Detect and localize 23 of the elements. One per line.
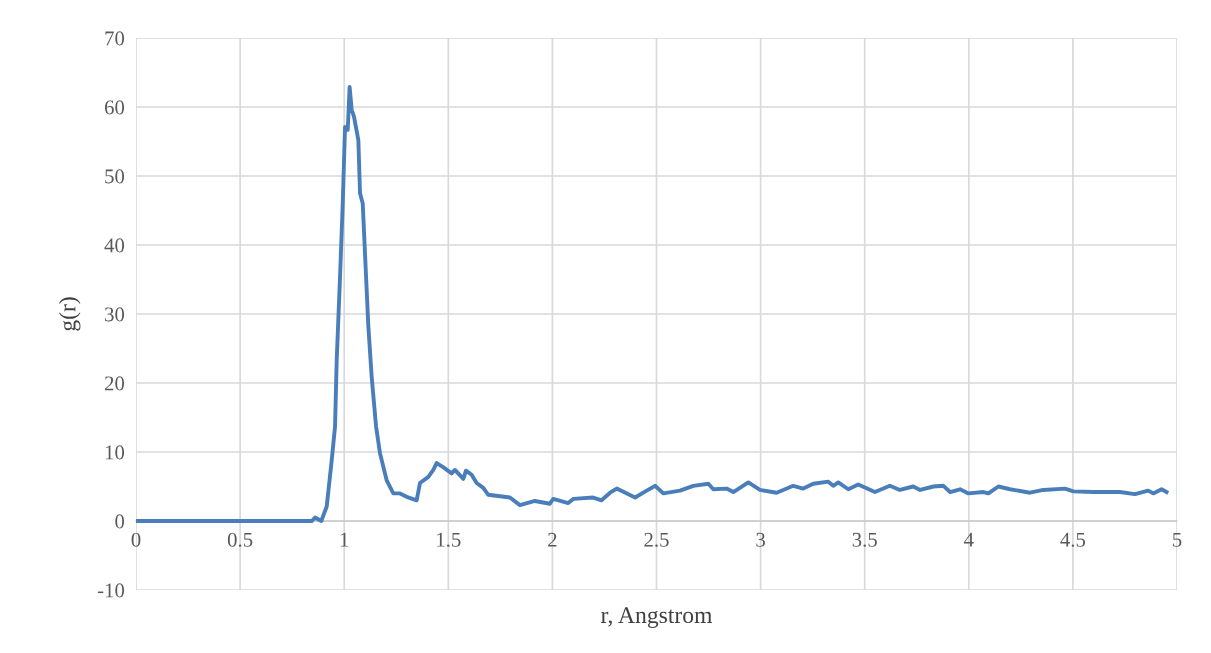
y-tick-label: 20 <box>104 376 125 391</box>
x-tick-label: 2.5 <box>644 532 669 547</box>
y-tick-label: 60 <box>104 100 125 115</box>
y-axis-title: g(r) <box>58 297 81 331</box>
y-tick-label: 70 <box>105 31 125 46</box>
y-tick-label: 50 <box>105 169 125 184</box>
y-tick-label: 0 <box>115 514 125 529</box>
x-tick-label: 2 <box>548 532 557 547</box>
y-tick-label: -10 <box>97 583 125 598</box>
y-tick-label: 10 <box>105 445 125 460</box>
x-tick-label: 4 <box>964 532 974 547</box>
x-tick-label: 3 <box>756 532 765 547</box>
y-tick-label: 40 <box>104 238 125 253</box>
line-series <box>136 85 1169 523</box>
x-tick-label: 5 <box>1173 532 1182 547</box>
x-tick-label: 3.5 <box>852 532 877 547</box>
x-tick-label: 1.5 <box>437 532 461 547</box>
y-tick-label: 30 <box>105 307 125 322</box>
x-axis-title: r, Angstrom <box>601 607 713 628</box>
x-tick-label: 0 <box>131 532 141 547</box>
x-tick-label: 4.5 <box>1060 532 1086 547</box>
x-tick-label: 0.5 <box>227 532 253 547</box>
x-tick-label: 1 <box>340 532 349 547</box>
